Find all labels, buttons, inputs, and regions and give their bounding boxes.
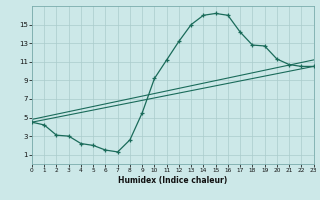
X-axis label: Humidex (Indice chaleur): Humidex (Indice chaleur) bbox=[118, 176, 228, 185]
